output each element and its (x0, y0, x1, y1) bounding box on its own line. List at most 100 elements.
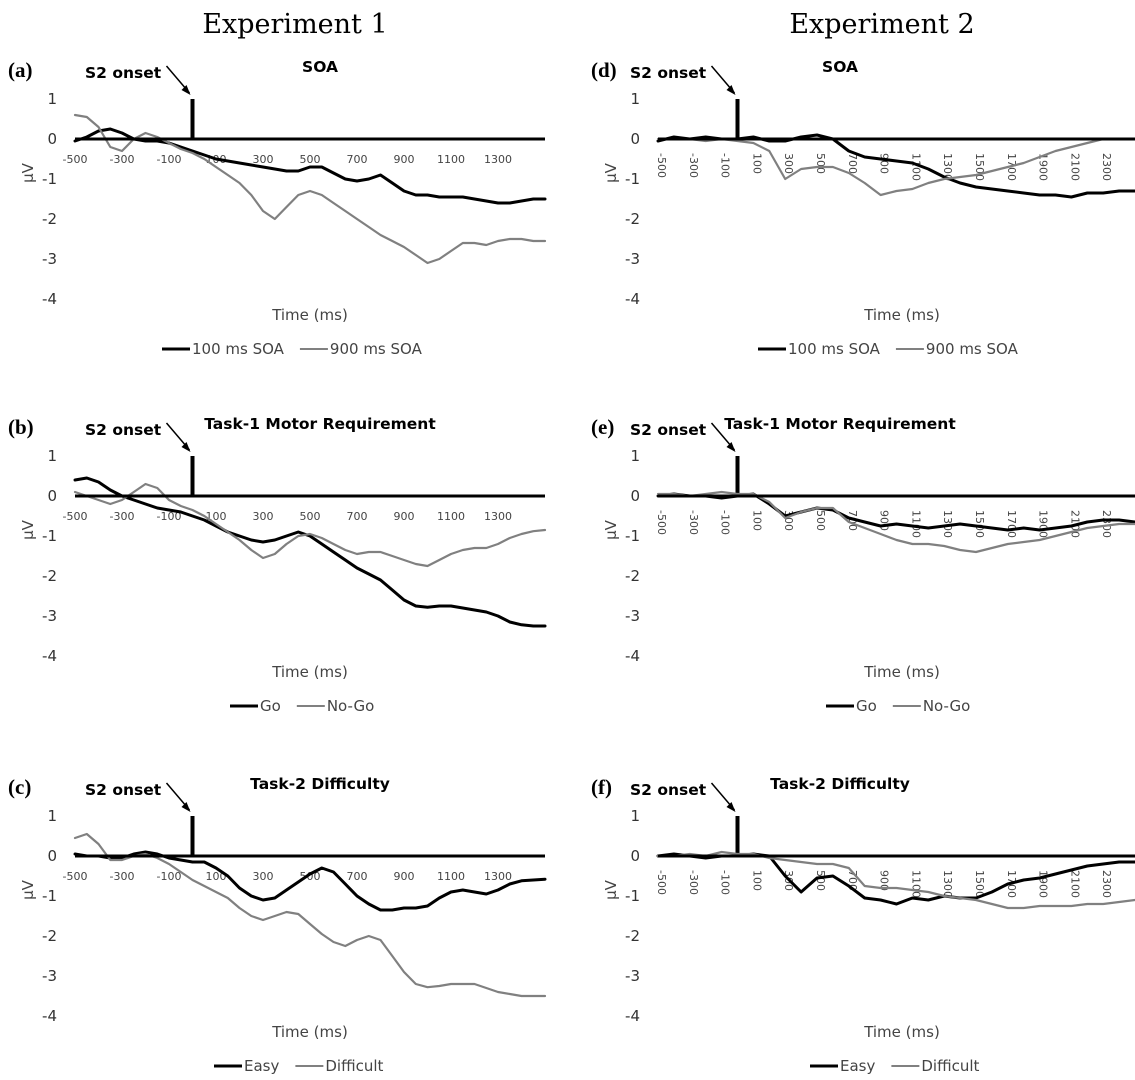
s2-onset-label: S2 onset (630, 781, 707, 799)
x-tick-label: 1500 (973, 153, 986, 181)
y-tick-label: 1 (47, 447, 57, 465)
x-tick-label: 1100 (909, 510, 922, 538)
panel-title: Task-1 Motor Requirement (204, 415, 436, 433)
y-axis-label: μV (19, 519, 37, 540)
y-tick-label: 1 (47, 807, 57, 825)
x-tick-label: -100 (719, 153, 732, 178)
x-tick-label: 500 (300, 870, 321, 883)
y-tick-label: -3 (42, 250, 57, 268)
x-tick-label: 2300 (1100, 870, 1113, 898)
series-line-900-ms-soa (73, 113, 547, 265)
legend: 100 ms SOA 900 ms SOA (162, 340, 423, 358)
x-tick-label: 900 (878, 870, 891, 891)
y-tick-label: -2 (42, 210, 57, 228)
y-tick-label: 1 (47, 90, 57, 108)
experiment-1-heading: Experiment 1 (202, 9, 387, 40)
x-axis-label: Time (ms) (271, 663, 348, 681)
x-tick-label: -300 (687, 870, 700, 895)
legend-label: Go (260, 697, 281, 715)
y-tick-label: 0 (47, 847, 57, 865)
y-tick-label: -4 (42, 1007, 57, 1025)
x-tick-label: 700 (347, 153, 368, 166)
legend-label: 900 ms SOA (926, 340, 1019, 358)
x-tick-label: 500 (814, 510, 827, 531)
s2-onset-label: S2 onset (85, 64, 162, 82)
x-tick-label: 1100 (437, 870, 465, 883)
y-tick-label: 0 (630, 847, 640, 865)
y-tick-label: -3 (625, 250, 640, 268)
y-tick-label: -2 (42, 927, 57, 945)
s2-onset-arrow-head (181, 802, 191, 812)
x-axis-label: Time (ms) (271, 1023, 348, 1041)
y-tick-label: -3 (42, 607, 57, 625)
y-axis-label: μV (602, 519, 620, 540)
x-tick-label: 700 (846, 153, 859, 174)
legend-label: 100 ms SOA (788, 340, 881, 358)
y-tick-label: 0 (47, 487, 57, 505)
legend: Go No-Go (826, 697, 970, 715)
x-tick-label: 100 (750, 510, 763, 531)
x-tick-label: -500 (63, 153, 88, 166)
y-tick-label: -2 (625, 927, 640, 945)
x-axis-label: Time (ms) (863, 1023, 940, 1041)
x-tick-label: -300 (687, 153, 700, 178)
y-tick-label: 1 (630, 807, 640, 825)
y-tick-label: -2 (625, 210, 640, 228)
x-axis-label: Time (ms) (271, 306, 348, 324)
x-tick-label: 2300 (1100, 510, 1113, 538)
x-tick-label: -500 (655, 870, 668, 895)
panel-d: (d) SOA S2 onset 1 0 -1 -2 -3 -4 μV -500 -300 -100 10… (591, 58, 1135, 358)
legend-label: Easy (244, 1057, 279, 1075)
panel-c: (c) Task-2 Difficulty S2 onset 1 0 -1 -2 -3 -4 μV… (8, 775, 547, 1075)
x-tick-label: 500 (814, 870, 827, 891)
y-tick-label: 0 (630, 130, 640, 148)
legend-label: Difficult (921, 1057, 979, 1075)
experiment-2-heading: Experiment 2 (789, 9, 974, 40)
y-tick-label: -4 (625, 1007, 640, 1025)
panel-f: (f) Task-2 Difficulty S2 onset 1 0 -1 -2 -3 -4 μV… (591, 775, 1135, 1075)
y-tick-label: -1 (625, 527, 640, 545)
y-tick-label: -2 (42, 567, 57, 585)
x-tick-label: 500 (300, 510, 321, 523)
x-tick-label: 700 (846, 510, 859, 531)
s2-onset-arrow-head (181, 85, 191, 95)
x-tick-label: 1500 (973, 870, 986, 898)
x-tick-label: 1100 (437, 153, 465, 166)
x-tick-label: -300 (110, 870, 135, 883)
x-tick-label: 700 (347, 510, 368, 523)
x-tick-label: -100 (719, 510, 732, 535)
x-tick-label: 1900 (1037, 870, 1050, 898)
legend-label: Go (856, 697, 877, 715)
x-tick-label: -500 (655, 153, 668, 178)
x-tick-label: 1300 (484, 870, 512, 883)
panel-letter: (c) (8, 775, 31, 799)
legend-label: No-Go (327, 697, 374, 715)
x-tick-label: 900 (394, 153, 415, 166)
y-axis-label: μV (602, 879, 620, 900)
y-tick-label: 1 (630, 90, 640, 108)
x-tick-label: 1300 (941, 153, 954, 181)
x-tick-label: 1100 (437, 510, 465, 523)
x-tick-label: 1900 (1037, 510, 1050, 538)
panel-title: SOA (302, 58, 338, 76)
y-tick-label: -3 (625, 607, 640, 625)
x-tick-label: -100 (157, 153, 182, 166)
x-tick-label: 300 (253, 510, 274, 523)
legend: Go No-Go (230, 697, 374, 715)
series-line-100-ms-soa (73, 127, 547, 205)
x-tick-label: 1300 (484, 510, 512, 523)
y-tick-label: -1 (42, 170, 57, 188)
s2-onset-arrow-head (726, 442, 736, 452)
x-tick-label: 1300 (941, 510, 954, 538)
x-tick-label: -500 (63, 510, 88, 523)
s2-onset-label: S2 onset (85, 781, 162, 799)
x-tick-label: -100 (157, 870, 182, 883)
y-tick-label: 0 (47, 130, 57, 148)
y-axis-label: μV (19, 162, 37, 183)
y-tick-label: -1 (625, 170, 640, 188)
x-tick-label: -300 (110, 510, 135, 523)
x-tick-label: 1700 (1005, 510, 1018, 538)
